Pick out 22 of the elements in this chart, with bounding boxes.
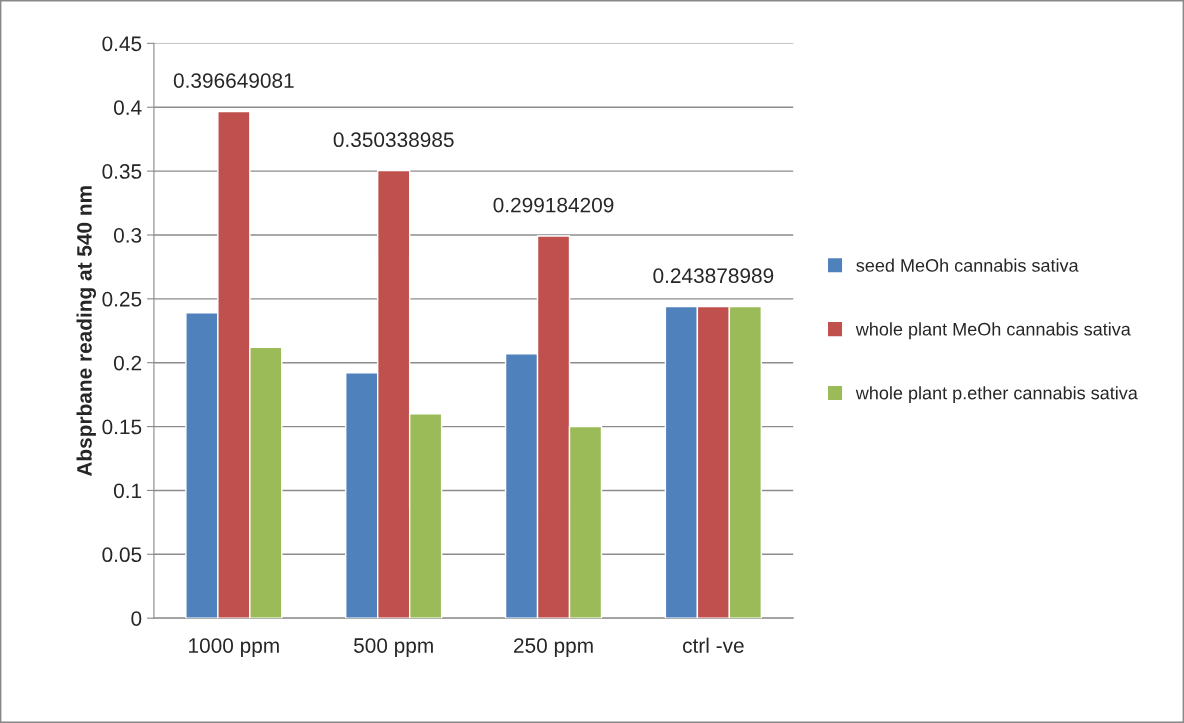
- y-tick-label: 0.35: [102, 164, 142, 179]
- legend-label: whole plant MeOh cannabis sativa: [855, 322, 1131, 340]
- x-tick-label: 1000 ppm: [189, 638, 279, 658]
- x-tick-label: 250 ppm: [514, 638, 593, 658]
- data-label: 0.243878989: [653, 268, 774, 284]
- legend-label: whole plant p.ether cannabis sativa: [855, 386, 1138, 403]
- data-label: 0.350338985: [333, 132, 454, 148]
- x-tick-label: 500 ppm: [353, 638, 433, 658]
- y-tick-label: 0.3: [113, 227, 142, 243]
- y-tick-label: 0.2: [113, 355, 142, 371]
- y-tick-label: 0.45: [102, 36, 142, 52]
- y-tick-label: 0.15: [102, 419, 142, 435]
- data-label: 0.396649081: [173, 73, 294, 88]
- y-tick-label: 0: [131, 611, 142, 626]
- y-tick-label: 0.25: [102, 291, 142, 307]
- data-label: 0.299184209: [493, 197, 614, 213]
- x-tick-label: ctrl -ve: [683, 637, 744, 653]
- legend-label: seed MeOh cannabis sativa: [856, 258, 1079, 272]
- y-axis-title: Absprbane reading at 540 nm: [76, 186, 97, 477]
- y-tick-label: 0.05: [102, 547, 142, 563]
- y-tick-label: 0.1: [113, 483, 142, 499]
- y-tick-label: 0.4: [113, 100, 142, 115]
